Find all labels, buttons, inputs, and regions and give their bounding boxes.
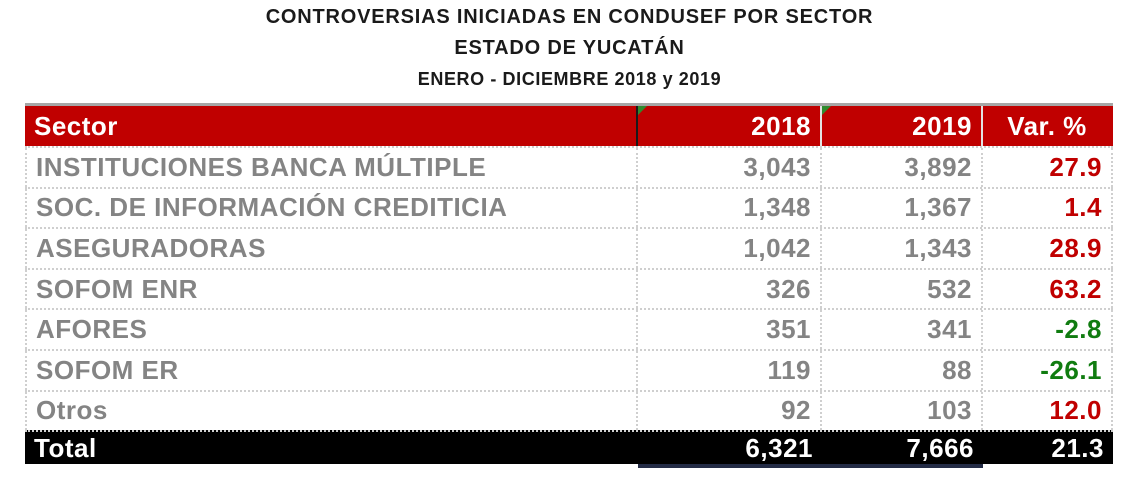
chart-title: CONTROVERSIAS INICIADAS EN CONDUSEF POR … xyxy=(265,6,874,28)
value-2019-cell: 88 xyxy=(822,350,983,390)
variation-cell: -2.8 xyxy=(983,310,1113,349)
sector-cell: SOFOM ENR xyxy=(25,269,638,309)
table-row: AFORES 351 341 -2.8 xyxy=(25,308,1113,349)
error-indicator-icon xyxy=(822,106,831,115)
table-row: SOFOM ER 119 88 -26.1 xyxy=(25,348,1113,390)
header-row: Sector 2018 2019 Var. % xyxy=(25,106,1113,146)
value-2019-cell: 1,367 xyxy=(822,188,983,228)
chart-period: ENERO - DICIEMBRE 2018 y 2019 xyxy=(417,69,722,89)
value-2018-cell: 326 xyxy=(638,269,822,309)
total-row: Total 6,321 7,666 21.3 xyxy=(25,430,1113,465)
column-header-2019: 2019 xyxy=(822,106,983,146)
sector-cell: INSTITUCIONES BANCA MÚLTIPLE xyxy=(25,148,638,187)
controversias-table: Sector 2018 2019 Var. % INSTITUCIONES BA… xyxy=(25,103,1113,469)
sector-cell: AFORES xyxy=(25,310,638,349)
value-2019-cell: 532 xyxy=(822,269,983,309)
table-row: ASEGURADORAS 1,042 1,343 28.9 xyxy=(25,227,1113,268)
value-2018-cell: 92 xyxy=(638,391,822,431)
value-2018-cell: 1,042 xyxy=(638,229,822,268)
variation-cell: 63.2 xyxy=(983,269,1113,309)
chart-subtitle: ESTADO DE YUCATÁN xyxy=(454,37,685,59)
sector-cell: ASEGURADORAS xyxy=(25,229,638,268)
sector-cell: Otros xyxy=(25,391,638,431)
variation-cell: 12.0 xyxy=(983,391,1113,431)
variation-cell: -26.1 xyxy=(983,350,1113,390)
variation-cell: 28.9 xyxy=(983,229,1113,268)
value-2018-cell: 3,043 xyxy=(638,148,822,187)
sector-cell: SOC. DE INFORMACIÓN CREDITICIA xyxy=(25,188,638,228)
sector-cell: SOFOM ER xyxy=(25,350,638,390)
variation-cell: 1.4 xyxy=(983,188,1113,228)
value-2018-cell: 119 xyxy=(638,350,822,390)
table-row: SOFOM ENR 326 532 63.2 xyxy=(25,267,1113,309)
total-2018-cell: 6,321 xyxy=(745,432,813,463)
value-2019-cell: 3,892 xyxy=(822,148,983,187)
total-variation-cell: 21.3 xyxy=(1051,432,1104,463)
column-header-2018-label: 2018 xyxy=(751,110,811,141)
total-label-cell: Total xyxy=(34,432,97,463)
column-header-sector: Sector xyxy=(25,106,638,146)
table-row: INSTITUCIONES BANCA MÚLTIPLE 3,043 3,892… xyxy=(25,146,1113,187)
error-indicator-icon xyxy=(638,106,647,115)
column-header-2018: 2018 xyxy=(638,106,822,146)
total-underline xyxy=(638,464,983,469)
value-2019-cell: 341 xyxy=(822,310,983,349)
total-2019-cell: 7,666 xyxy=(906,432,974,463)
column-header-2019-label: 2019 xyxy=(912,110,972,141)
value-2019-cell: 103 xyxy=(822,391,983,431)
column-header-variation: Var. % xyxy=(1007,110,1087,141)
variation-cell: 27.9 xyxy=(983,148,1113,187)
table-row: Otros 92 103 12.0 xyxy=(25,389,1113,431)
value-2018-cell: 1,348 xyxy=(638,188,822,228)
table-row: SOC. DE INFORMACIÓN CREDITICIA 1,348 1,3… xyxy=(25,186,1113,228)
value-2018-cell: 351 xyxy=(638,310,822,349)
value-2019-cell: 1,343 xyxy=(822,229,983,268)
